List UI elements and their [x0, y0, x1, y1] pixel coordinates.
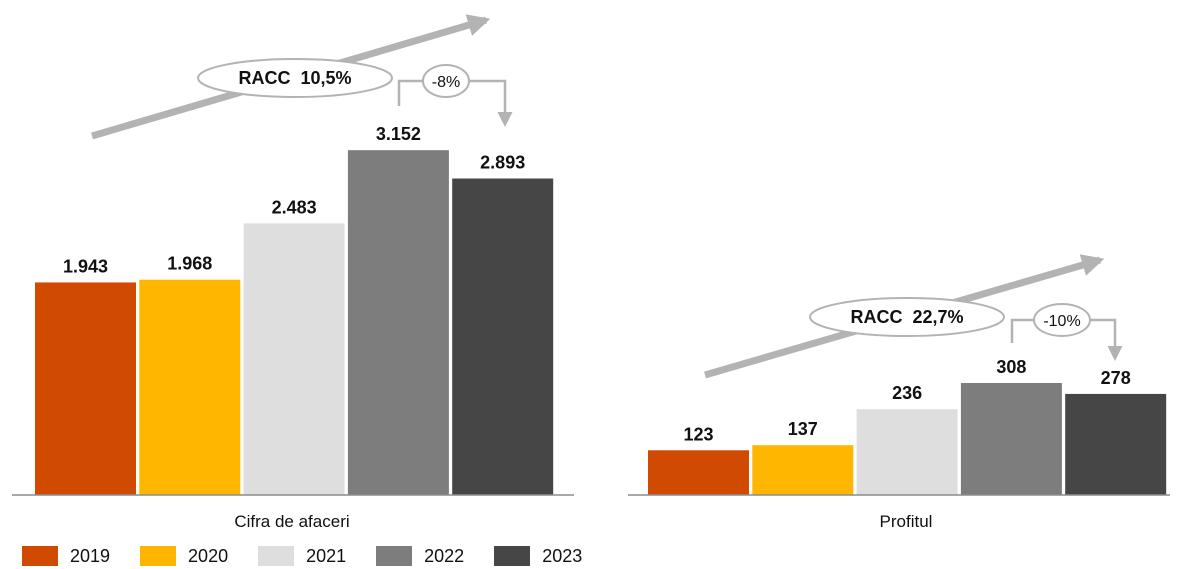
data-label-2019: 1.943	[63, 256, 108, 276]
x-axis-label: Cifra de afaceri	[234, 512, 349, 531]
legend-swatch	[494, 546, 531, 566]
legend-swatch	[140, 546, 177, 566]
profit-chart: RACC 22,7% -10% 123 137 236 308 278 Profitul	[628, 254, 1170, 531]
data-label-2023: 278	[1101, 368, 1131, 388]
bar-2022	[347, 150, 449, 495]
bar-2019	[648, 450, 749, 495]
data-label-2019: 123	[683, 424, 713, 444]
legend-label: 2020	[188, 545, 229, 566]
change-callout	[422, 64, 470, 98]
data-label-2023: 2.893	[480, 153, 525, 173]
data-label-2020: 1.968	[167, 254, 212, 274]
legend-label: 2023	[542, 545, 583, 566]
data-label-2022: 3.152	[376, 124, 421, 144]
cagr-callout	[809, 297, 1005, 337]
cagr-label: RACC 10,5%	[238, 68, 351, 88]
bar-2023	[1065, 393, 1167, 495]
x-axis-label: Profitul	[880, 512, 933, 531]
change-callout	[1033, 303, 1091, 337]
bar-2022	[960, 383, 1062, 495]
legend-swatch	[22, 546, 58, 566]
legend-label: 2021	[306, 545, 347, 566]
bar-2021	[243, 223, 345, 495]
bar-2019	[35, 282, 136, 495]
legend-item-2021: 2021	[258, 546, 346, 567]
data-label-2021: 2.483	[272, 197, 317, 217]
data-label-2021: 236	[892, 383, 922, 403]
legend-swatch	[258, 546, 295, 566]
legend-item-2020: 2020	[140, 546, 228, 567]
bar-2023	[452, 178, 554, 495]
change-label: -10%	[1043, 313, 1080, 330]
data-label-2022: 308	[996, 357, 1026, 377]
legend-swatch	[376, 546, 413, 566]
change-label: -8%	[432, 74, 460, 91]
legend-item-2019: 2019	[22, 546, 110, 567]
legend-item-2022: 2022	[376, 546, 464, 567]
cagr-callout	[197, 58, 393, 98]
legend: 2019 2020 2021 2022 2023	[22, 545, 612, 567]
legend-label: 2022	[424, 545, 465, 566]
data-label-2020: 137	[788, 419, 818, 439]
revenue-chart: RACC 10,5% -8% 1.943 1.968 2.483 3.152 2.893…	[12, 14, 574, 531]
bar-2020	[139, 279, 241, 495]
legend-label: 2019	[70, 545, 111, 566]
legend-item-2023: 2023	[494, 546, 582, 567]
cagr-label: RACC 22,7%	[850, 307, 963, 327]
bar-2021	[856, 409, 958, 495]
bar-2020	[752, 445, 854, 495]
